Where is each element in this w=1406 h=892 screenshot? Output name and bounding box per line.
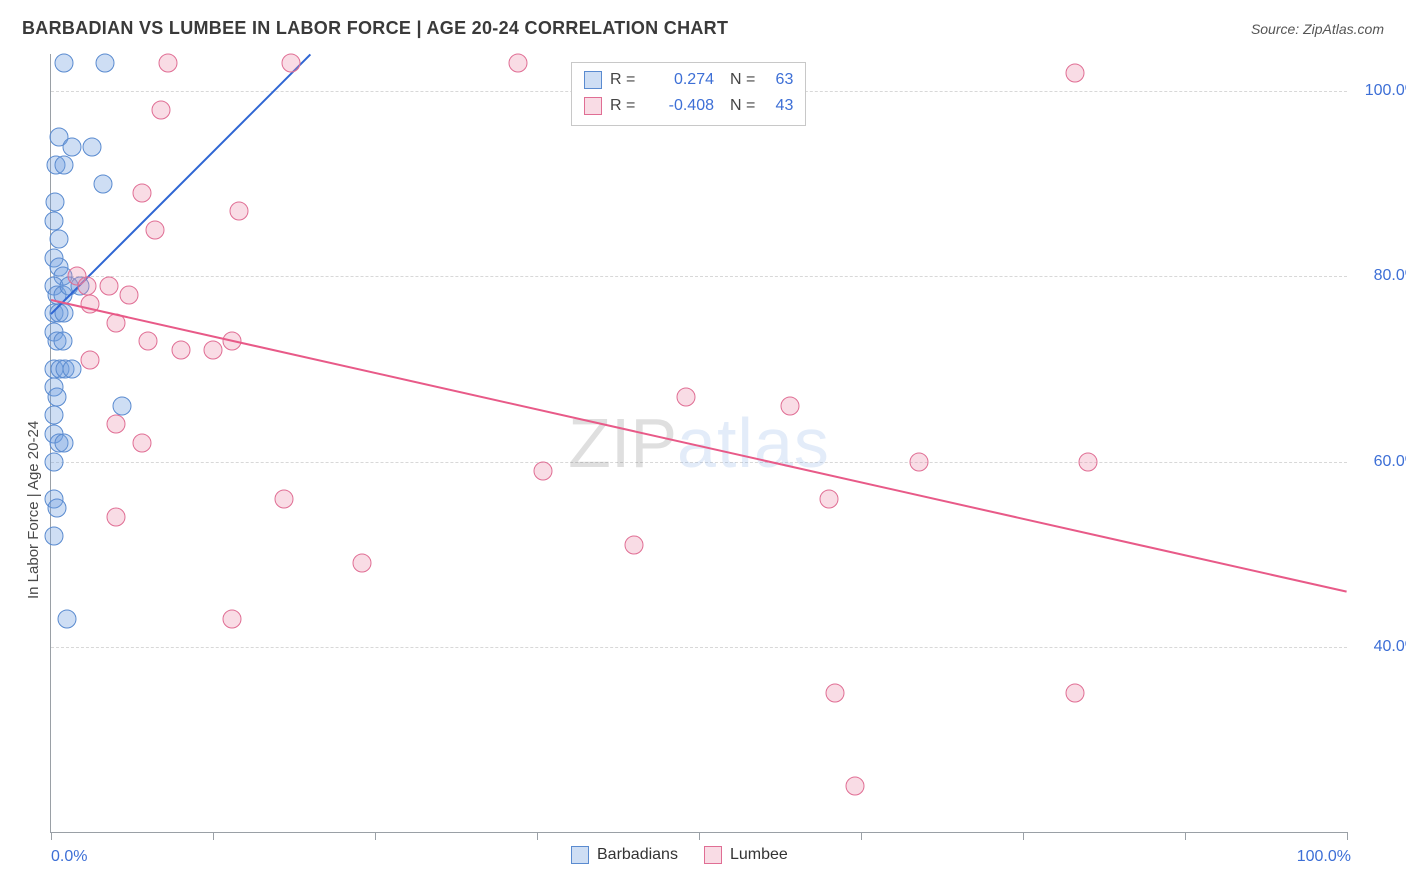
legend-item: Lumbee [704, 846, 788, 864]
data-point [48, 387, 67, 406]
legend-swatch [584, 71, 602, 89]
data-point [132, 183, 151, 202]
data-point [83, 137, 102, 156]
data-point [275, 489, 294, 508]
data-point [1065, 684, 1084, 703]
correlation-legend: R = 0.274 N = 63 R = -0.408 N = 43 [571, 62, 806, 126]
legend-row: R = -0.408 N = 43 [584, 93, 793, 119]
x-axis-min-label: 0.0% [51, 848, 87, 866]
x-tick [51, 832, 52, 840]
data-point [48, 498, 67, 517]
data-point [845, 776, 864, 795]
data-point [132, 434, 151, 453]
y-tick-label: 80.0% [1355, 267, 1406, 285]
legend-swatch [704, 846, 722, 864]
data-point [204, 341, 223, 360]
data-point [119, 285, 138, 304]
data-point [229, 202, 248, 221]
n-label: N = [730, 93, 755, 119]
data-point [158, 54, 177, 73]
data-point [100, 276, 119, 295]
series-name: Lumbee [730, 846, 788, 864]
source-attribution: Source: ZipAtlas.com [1251, 21, 1384, 37]
y-tick-label: 40.0% [1355, 638, 1406, 656]
data-point [353, 554, 372, 573]
r-value: -0.408 [652, 93, 714, 119]
data-point [281, 54, 300, 73]
data-point [106, 415, 125, 434]
data-point [826, 684, 845, 703]
n-label: N = [730, 67, 755, 93]
data-point [44, 211, 63, 230]
x-tick [1023, 832, 1024, 840]
gridline [51, 276, 1347, 277]
data-point [54, 434, 73, 453]
series-legend: Barbadians Lumbee [571, 846, 788, 864]
data-point [53, 332, 72, 351]
y-axis-title: In Labor Force | Age 20-24 [25, 420, 42, 598]
y-tick-label: 100.0% [1355, 82, 1406, 100]
data-point [106, 508, 125, 527]
data-point [54, 156, 73, 175]
data-point [139, 332, 158, 351]
x-tick [1347, 832, 1348, 840]
legend-row: R = 0.274 N = 63 [584, 67, 793, 93]
data-point [44, 406, 63, 425]
r-label: R = [610, 67, 644, 93]
n-value: 43 [763, 93, 793, 119]
data-point [57, 609, 76, 628]
data-point [78, 276, 97, 295]
data-point [152, 100, 171, 119]
data-point [96, 54, 115, 73]
trend-line [51, 299, 1347, 593]
n-value: 63 [763, 67, 793, 93]
series-name: Barbadians [597, 846, 678, 864]
data-point [80, 350, 99, 369]
x-tick [699, 832, 700, 840]
data-point [44, 452, 63, 471]
data-point [113, 396, 132, 415]
data-point [93, 174, 112, 193]
data-point [145, 220, 164, 239]
r-label: R = [610, 93, 644, 119]
legend-swatch [584, 97, 602, 115]
x-axis-max-label: 100.0% [1297, 848, 1351, 866]
gridline [51, 462, 1347, 463]
data-point [62, 137, 81, 156]
x-tick [861, 832, 862, 840]
data-point [508, 54, 527, 73]
x-tick [1185, 832, 1186, 840]
x-tick [537, 832, 538, 840]
x-tick [213, 832, 214, 840]
data-point [54, 54, 73, 73]
data-point [910, 452, 929, 471]
data-point [534, 461, 553, 480]
data-point [223, 609, 242, 628]
legend-item: Barbadians [571, 846, 678, 864]
data-point [171, 341, 190, 360]
data-point [780, 396, 799, 415]
x-tick [375, 832, 376, 840]
data-point [44, 526, 63, 545]
data-point [1078, 452, 1097, 471]
chart-title: BARBADIAN VS LUMBEE IN LABOR FORCE | AGE… [22, 18, 728, 39]
chart-header: BARBADIAN VS LUMBEE IN LABOR FORCE | AGE… [22, 18, 1384, 39]
y-tick-label: 60.0% [1355, 453, 1406, 471]
data-point [819, 489, 838, 508]
data-point [45, 193, 64, 212]
data-point [677, 387, 696, 406]
data-point [62, 359, 81, 378]
gridline [51, 647, 1347, 648]
r-value: 0.274 [652, 67, 714, 93]
legend-swatch [571, 846, 589, 864]
scatter-plot-area: 40.0%60.0%80.0%100.0%0.0%100.0%In Labor … [50, 54, 1347, 833]
data-point [1065, 63, 1084, 82]
data-point [625, 535, 644, 554]
data-point [49, 230, 68, 249]
